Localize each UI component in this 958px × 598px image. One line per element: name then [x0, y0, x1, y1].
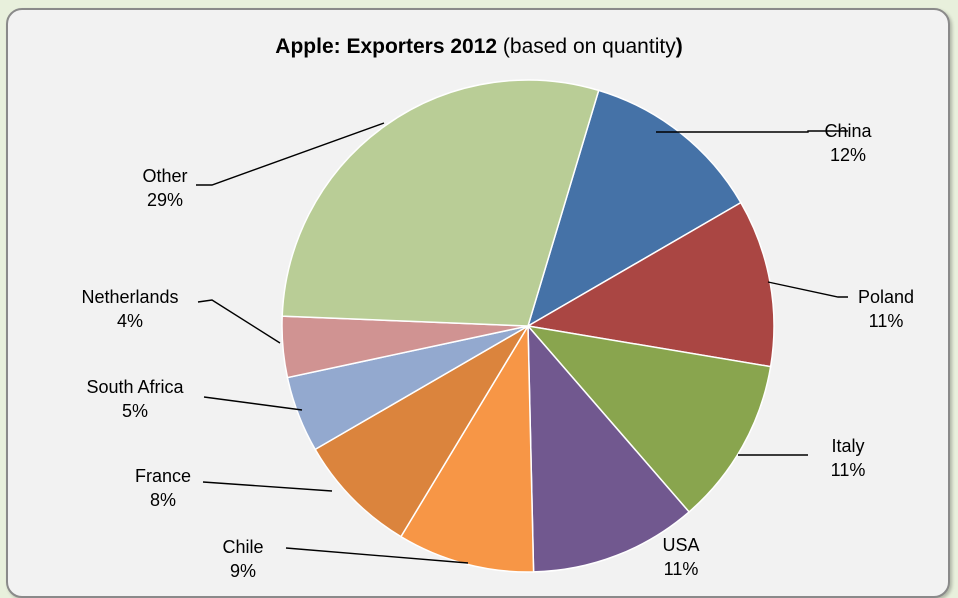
slice-label-value: 11%: [831, 460, 866, 480]
slice-label-name: China: [824, 121, 872, 141]
slice-label-name: Netherlands: [81, 287, 178, 307]
slice-label-value: 12%: [830, 145, 866, 165]
slice-label-value: 11%: [664, 559, 699, 579]
slice-label-france: France 8%: [135, 466, 191, 510]
pie-slices: [281, 79, 775, 573]
leader-line-france: [202, 481, 333, 492]
slice-label-name: South Africa: [86, 377, 184, 397]
leader-line-other: [196, 122, 385, 186]
slice-label-name: Poland: [858, 287, 914, 307]
slice-label-value: 11%: [869, 311, 904, 331]
slice-label-other: Other 29%: [142, 166, 187, 210]
slice-label-name: Italy: [831, 436, 864, 456]
pie-slice-usa: [527, 323, 691, 573]
slice-label-china: China 12%: [824, 121, 872, 165]
slice-label-south-africa: South Africa 5%: [86, 377, 184, 421]
pie-slice-italy: [526, 324, 772, 513]
slice-labels: China 12% Poland 11% Italy 11% USA 11% Chile 9% Fr…: [81, 121, 914, 581]
leader-lines: [196, 122, 848, 564]
chart-title-main: Apple: Exporters 2012: [275, 35, 498, 58]
slice-label-name: Other: [142, 166, 187, 186]
pie-slice-france: [314, 325, 529, 538]
slice-label-name: Chile: [222, 537, 263, 557]
slice-label-poland: Poland 11%: [858, 287, 914, 331]
slice-label-value: 5%: [122, 401, 148, 421]
slice-label-name: USA: [662, 535, 699, 555]
leader-line-china: [656, 130, 848, 133]
pie-slice-chile: [399, 323, 535, 573]
chart-title-subtitle: (based on quantity: [502, 35, 676, 58]
chart-title-close-paren: ): [675, 35, 683, 58]
slice-label-value: 29%: [147, 190, 183, 210]
slice-label-chile: Chile 9%: [222, 537, 263, 581]
slice-label-value: 9%: [230, 561, 256, 581]
leader-line-south-africa: [203, 396, 303, 411]
pie-chart: China 12% Poland 11% Italy 11% USA 11% Chile 9% Fr…: [81, 79, 914, 581]
pie-slice-other: [281, 79, 600, 327]
slice-label-name: France: [135, 466, 191, 486]
slice-label-value: 4%: [117, 311, 143, 331]
slice-label-usa: USA 11%: [662, 535, 699, 579]
chart-title: Apple: Exporters 2012 (based on quantity…: [0, 35, 958, 59]
slice-label-netherlands: Netherlands 4%: [81, 287, 178, 331]
leader-line-poland: [767, 281, 848, 298]
slice-label-value: 8%: [150, 490, 176, 510]
leader-line-chile: [285, 547, 469, 564]
leader-line-netherlands: [197, 299, 281, 344]
slice-label-italy: Italy 11%: [831, 436, 866, 480]
